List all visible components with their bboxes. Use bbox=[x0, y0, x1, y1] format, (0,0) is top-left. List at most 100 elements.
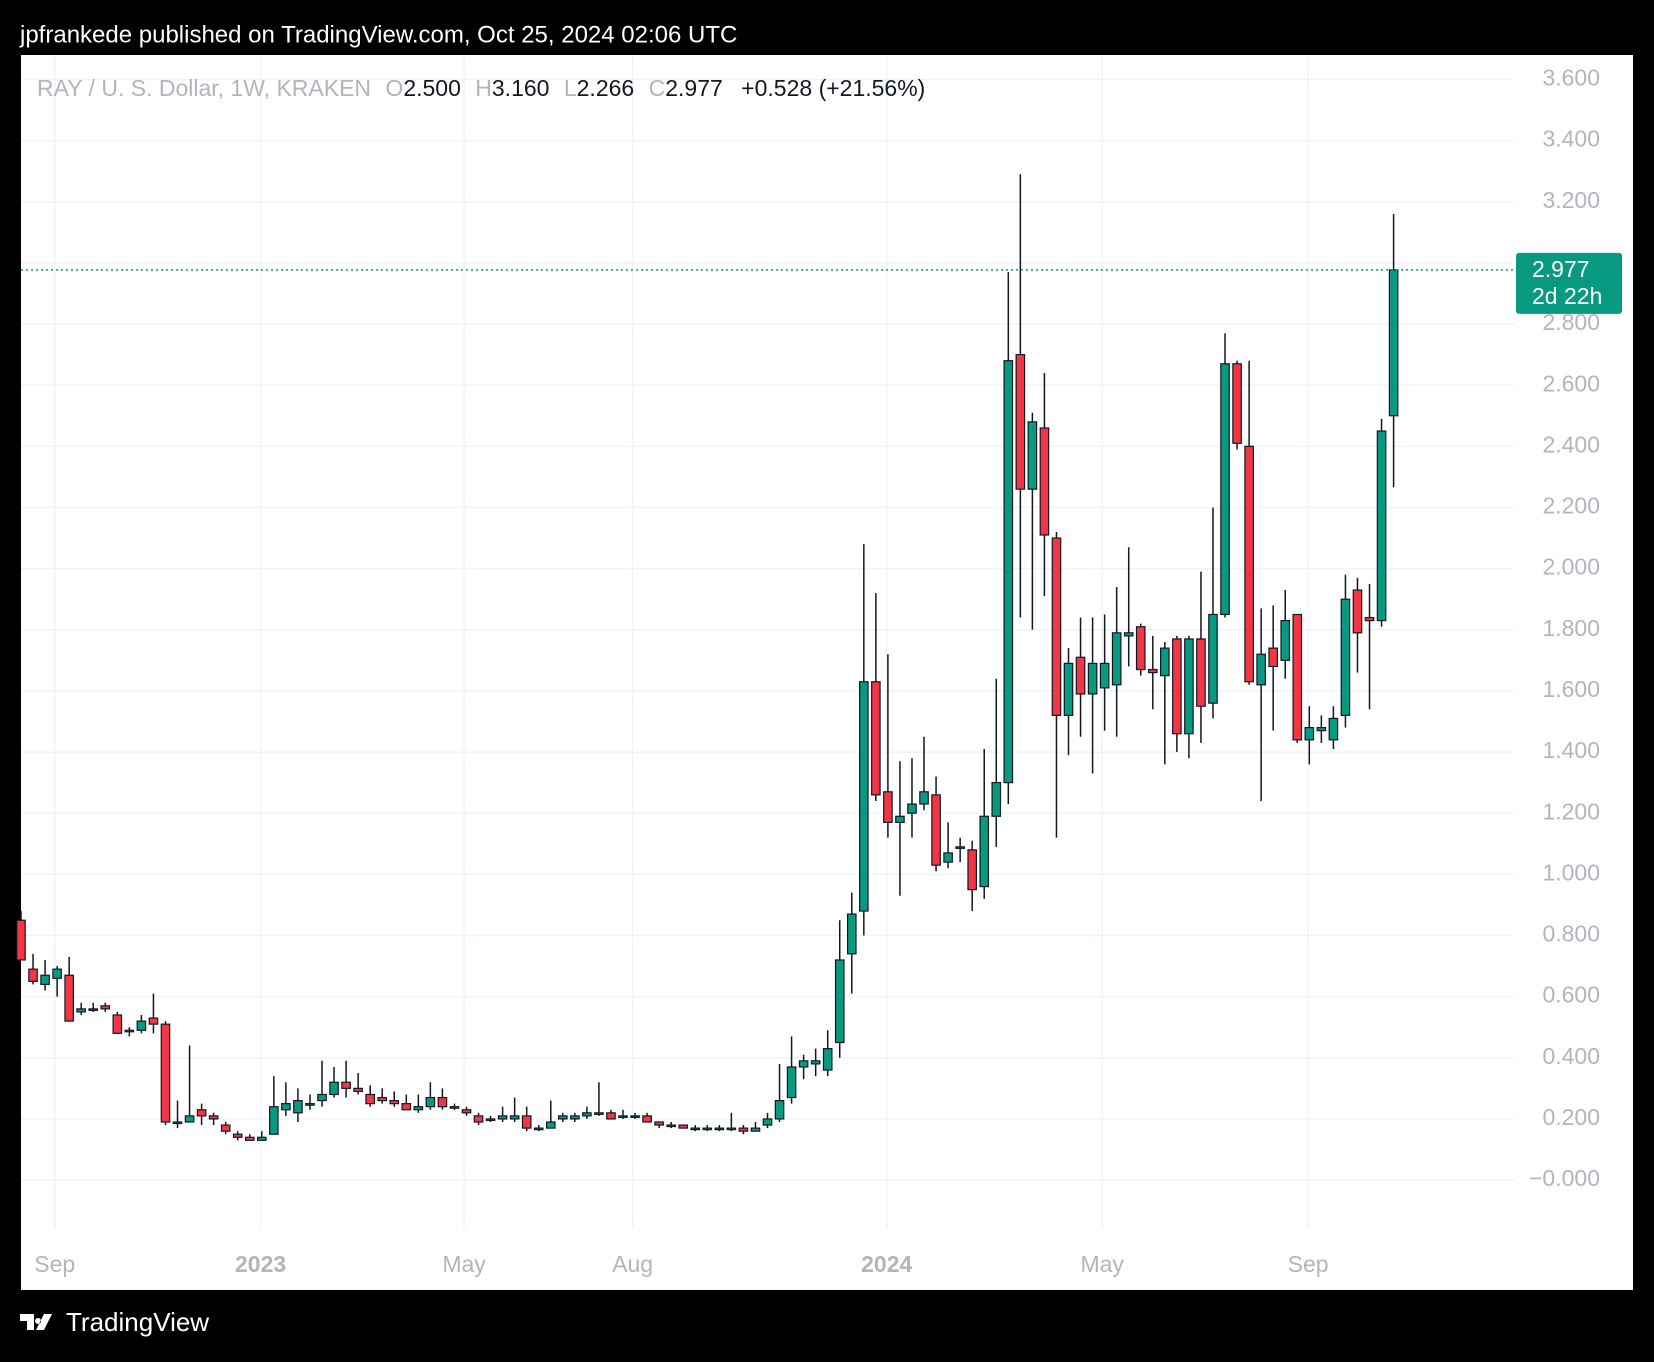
y-tick-label: 0.200 bbox=[1542, 1104, 1600, 1130]
candle-body bbox=[895, 815, 905, 823]
candle-body bbox=[136, 1020, 147, 1031]
candle-body bbox=[558, 1115, 568, 1120]
candle-body bbox=[594, 1112, 604, 1115]
legend-change: +0.528 bbox=[741, 75, 812, 101]
candle-body bbox=[293, 1099, 303, 1114]
candle-body bbox=[1196, 638, 1206, 707]
candle-body bbox=[967, 849, 977, 891]
candle-body bbox=[521, 1115, 532, 1129]
candle-body bbox=[1147, 668, 1158, 674]
candle-body bbox=[582, 1112, 592, 1117]
candle-body bbox=[678, 1124, 689, 1129]
ohlc-legend: RAY / U. S. Dollar, 1W, KRAKEN O2.500 H3… bbox=[37, 75, 925, 101]
candle-body bbox=[1244, 445, 1254, 683]
x-tick-label: 2024 bbox=[861, 1251, 912, 1277]
y-tick-label: 3.600 bbox=[1542, 65, 1600, 91]
x-tick-label: 2023 bbox=[235, 1251, 286, 1277]
candle-body bbox=[1208, 613, 1218, 704]
candle-body bbox=[1063, 662, 1074, 716]
candle-body bbox=[931, 794, 941, 866]
candle-body bbox=[208, 1115, 219, 1120]
candle-body bbox=[40, 974, 50, 986]
candle-body bbox=[943, 852, 953, 863]
candle-body bbox=[112, 1014, 123, 1034]
candle-body bbox=[281, 1103, 291, 1111]
candle-body bbox=[666, 1124, 676, 1128]
x-tick-label: Aug bbox=[612, 1251, 653, 1277]
y-tick-label: 1.000 bbox=[1542, 859, 1600, 885]
candle-body bbox=[654, 1121, 664, 1126]
candle-body bbox=[1340, 598, 1351, 716]
candle-body bbox=[871, 681, 881, 796]
legend-key: C bbox=[649, 75, 666, 101]
candle-body bbox=[184, 1115, 195, 1123]
candle-body bbox=[774, 1099, 785, 1120]
candle-body bbox=[1292, 613, 1303, 741]
candle-body bbox=[256, 1136, 267, 1141]
y-tick-label: 2.200 bbox=[1542, 493, 1600, 519]
candle-body bbox=[979, 815, 990, 888]
candle-body bbox=[1039, 427, 1050, 536]
candle-body bbox=[786, 1066, 797, 1099]
candle-body bbox=[1027, 421, 1038, 490]
y-tick-label: 3.200 bbox=[1542, 187, 1600, 213]
candle-body bbox=[28, 968, 38, 982]
candle-body bbox=[1172, 638, 1182, 735]
candle-body bbox=[606, 1112, 616, 1120]
candle-body bbox=[425, 1096, 436, 1108]
candle-body bbox=[570, 1115, 580, 1120]
candle-body bbox=[76, 1008, 87, 1013]
candle-body bbox=[16, 919, 26, 961]
candles bbox=[16, 174, 1399, 1141]
brand: TradingView bbox=[66, 1307, 209, 1337]
candle-body bbox=[485, 1118, 496, 1122]
candle-body bbox=[88, 1008, 99, 1011]
candle-body bbox=[1051, 537, 1062, 716]
candle-body bbox=[798, 1060, 809, 1068]
candle-body bbox=[642, 1115, 652, 1123]
candle-body bbox=[1376, 430, 1387, 622]
candle-body bbox=[317, 1093, 327, 1102]
x-tick-label: Sep bbox=[34, 1251, 75, 1277]
candle-body bbox=[305, 1103, 315, 1106]
symbol: RAY / U. S. Dollar, 1W, KRAKEN bbox=[37, 75, 371, 101]
y-tick-label: 2.400 bbox=[1542, 431, 1600, 457]
y-tick-label: 0.800 bbox=[1542, 921, 1600, 947]
candle-body bbox=[461, 1109, 472, 1114]
legend-value: 2.266 bbox=[577, 75, 635, 101]
candle-body bbox=[618, 1115, 628, 1118]
candle-body bbox=[690, 1127, 701, 1131]
candle-body bbox=[810, 1060, 821, 1065]
candle-body bbox=[955, 846, 965, 849]
candle-body bbox=[401, 1103, 412, 1111]
candle-body bbox=[329, 1081, 339, 1096]
y-tick-label: 1.200 bbox=[1542, 798, 1600, 824]
candle-body bbox=[100, 1005, 111, 1010]
y-tick-label: 1.600 bbox=[1542, 676, 1600, 702]
candle-body bbox=[822, 1048, 833, 1071]
y-tick-label: 2.600 bbox=[1542, 370, 1600, 396]
legend-value: 3.160 bbox=[492, 75, 550, 101]
candle-body bbox=[883, 791, 893, 823]
legend-key: L bbox=[564, 75, 577, 101]
candle-body bbox=[377, 1096, 388, 1102]
candle-body bbox=[1087, 662, 1098, 695]
y-tick-label: 0.600 bbox=[1542, 982, 1600, 1008]
y-tick-label: 1.400 bbox=[1542, 737, 1600, 763]
candle-body bbox=[1364, 616, 1375, 622]
legend-value: 2.500 bbox=[403, 75, 461, 101]
candle-body bbox=[220, 1124, 231, 1132]
chart-pane bbox=[21, 55, 1633, 1290]
candle-body bbox=[1280, 619, 1291, 661]
candle-body bbox=[762, 1118, 773, 1126]
candle-body bbox=[1256, 653, 1266, 686]
legend-change-pct: (+21.56%) bbox=[819, 75, 926, 101]
candle-body bbox=[859, 681, 869, 912]
tradingview-logo: TradingView bbox=[20, 1307, 209, 1337]
candle-body bbox=[991, 782, 1002, 817]
candle-body bbox=[389, 1099, 400, 1105]
y-tick-label: 1.800 bbox=[1542, 615, 1600, 641]
x-tick-label: Sep bbox=[1288, 1251, 1329, 1277]
